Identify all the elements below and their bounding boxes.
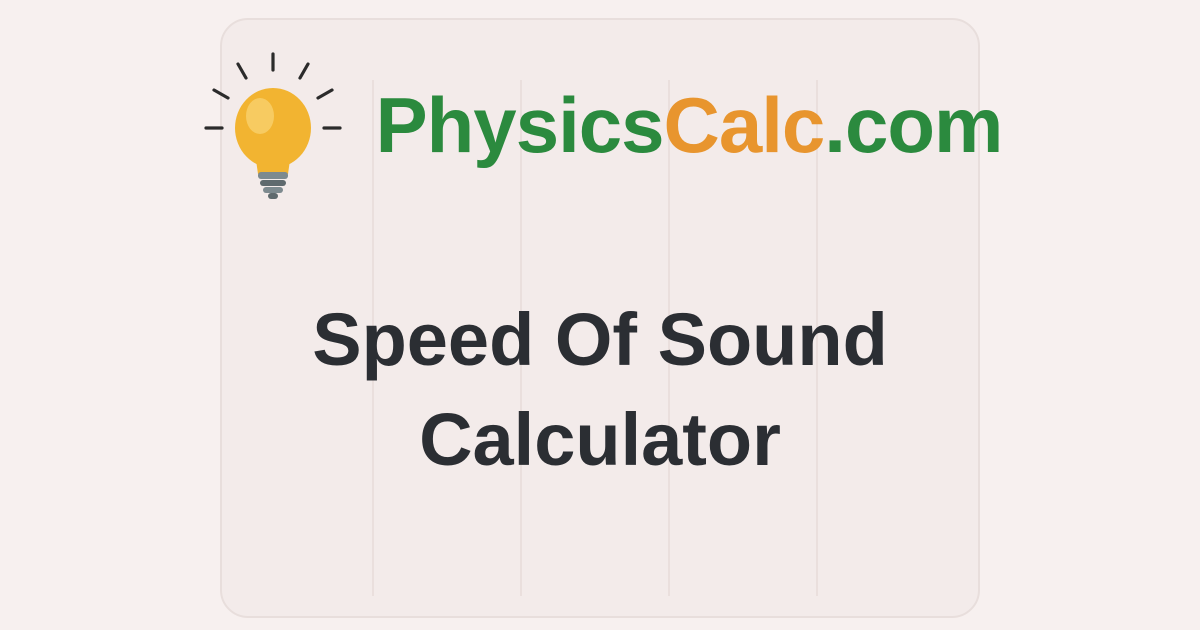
page-title: Speed Of Sound Calculator bbox=[312, 290, 888, 490]
brand-part-2: Calc bbox=[664, 81, 825, 169]
brand-part-3: .com bbox=[824, 81, 1002, 169]
brand-part-1: Physics bbox=[376, 81, 664, 169]
page-root: PhysicsCalc.com Speed Of Sound Calculato… bbox=[0, 0, 1200, 630]
title-line-2: Calculator bbox=[312, 390, 888, 490]
brand-logo-text: PhysicsCalc.com bbox=[376, 86, 1003, 164]
header: PhysicsCalc.com bbox=[198, 50, 1003, 200]
lightbulb-icon bbox=[198, 50, 348, 200]
title-line-1: Speed Of Sound bbox=[312, 290, 888, 390]
